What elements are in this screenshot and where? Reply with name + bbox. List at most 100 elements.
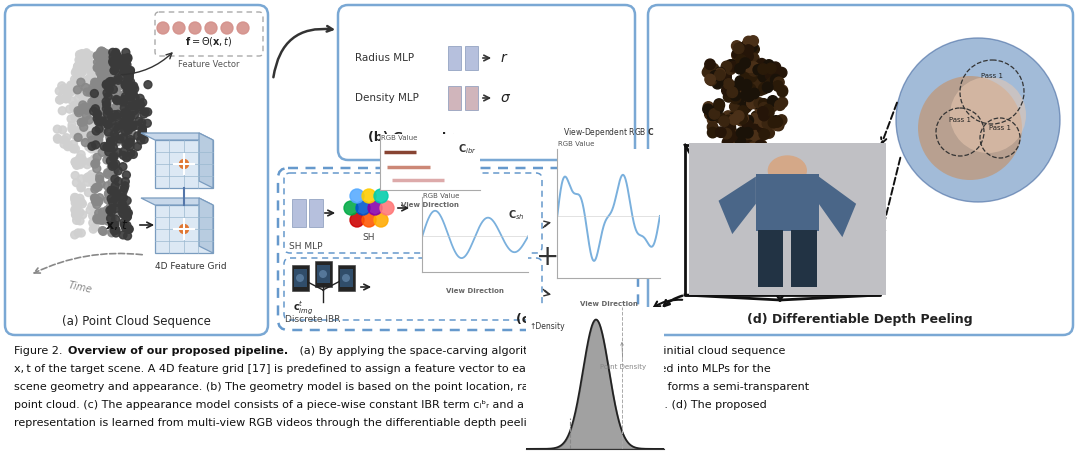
Circle shape: [96, 90, 104, 98]
Circle shape: [108, 146, 116, 154]
Circle shape: [752, 214, 762, 224]
Circle shape: [97, 123, 105, 131]
Circle shape: [727, 87, 738, 97]
Circle shape: [106, 101, 114, 109]
Circle shape: [125, 225, 133, 233]
Text: (d) Differentiable Depth Peeling: (d) Differentiable Depth Peeling: [747, 313, 973, 326]
Circle shape: [90, 145, 97, 153]
Circle shape: [771, 120, 782, 130]
Circle shape: [735, 224, 745, 235]
Circle shape: [78, 54, 85, 62]
Circle shape: [739, 43, 750, 53]
Circle shape: [98, 117, 106, 125]
Circle shape: [116, 135, 123, 143]
Circle shape: [732, 256, 743, 266]
Circle shape: [752, 203, 762, 213]
Circle shape: [731, 83, 742, 94]
Circle shape: [85, 143, 93, 151]
Circle shape: [89, 157, 97, 165]
Circle shape: [737, 272, 746, 282]
Circle shape: [79, 101, 86, 109]
Circle shape: [726, 125, 737, 136]
Circle shape: [755, 85, 766, 95]
Circle shape: [93, 153, 102, 161]
Circle shape: [731, 201, 742, 212]
Circle shape: [109, 53, 117, 61]
Circle shape: [114, 59, 122, 67]
Circle shape: [121, 110, 130, 118]
Circle shape: [744, 70, 754, 80]
Circle shape: [751, 163, 760, 174]
Circle shape: [726, 64, 735, 74]
Circle shape: [105, 143, 112, 151]
Circle shape: [71, 68, 79, 77]
Circle shape: [728, 86, 739, 97]
Circle shape: [342, 274, 350, 282]
Circle shape: [727, 60, 738, 70]
Circle shape: [109, 187, 118, 195]
Circle shape: [85, 89, 93, 97]
Circle shape: [729, 152, 740, 162]
Circle shape: [98, 208, 107, 216]
Circle shape: [109, 122, 118, 130]
Circle shape: [107, 144, 114, 151]
Circle shape: [85, 116, 93, 124]
Circle shape: [107, 195, 116, 203]
Circle shape: [724, 92, 733, 102]
Circle shape: [91, 160, 98, 168]
Circle shape: [125, 73, 133, 81]
Circle shape: [117, 110, 124, 118]
Circle shape: [76, 84, 84, 92]
Circle shape: [123, 197, 131, 205]
Circle shape: [93, 52, 102, 60]
Circle shape: [77, 102, 84, 110]
Circle shape: [124, 209, 132, 217]
Circle shape: [120, 206, 127, 213]
Circle shape: [139, 110, 148, 118]
Bar: [448, 46, 461, 70]
Circle shape: [136, 95, 144, 102]
Circle shape: [123, 232, 132, 240]
Circle shape: [73, 108, 81, 117]
Circle shape: [715, 67, 726, 78]
Circle shape: [106, 146, 113, 153]
Circle shape: [77, 106, 85, 114]
Circle shape: [125, 102, 133, 110]
Circle shape: [62, 84, 69, 92]
Circle shape: [105, 209, 112, 217]
Circle shape: [104, 120, 111, 129]
Circle shape: [108, 229, 116, 237]
Circle shape: [82, 112, 91, 119]
Circle shape: [99, 113, 107, 121]
Circle shape: [739, 90, 750, 100]
Circle shape: [748, 157, 759, 168]
Circle shape: [90, 107, 97, 115]
Circle shape: [120, 205, 127, 213]
Circle shape: [86, 67, 95, 75]
Circle shape: [123, 85, 131, 93]
Circle shape: [129, 87, 137, 95]
Circle shape: [734, 63, 745, 74]
Circle shape: [746, 209, 757, 220]
Circle shape: [104, 182, 111, 190]
Circle shape: [129, 122, 137, 130]
Circle shape: [753, 157, 762, 168]
Circle shape: [97, 180, 105, 188]
Circle shape: [124, 54, 132, 62]
Circle shape: [83, 88, 91, 96]
Circle shape: [727, 254, 737, 264]
Text: $\mathbf{c}^t_{img}$: $\mathbf{c}^t_{img}$: [293, 299, 313, 317]
Circle shape: [733, 183, 744, 194]
Circle shape: [729, 176, 739, 186]
Circle shape: [728, 211, 738, 221]
Circle shape: [96, 84, 105, 92]
Circle shape: [84, 114, 92, 122]
Circle shape: [55, 96, 64, 104]
Circle shape: [92, 99, 100, 106]
Circle shape: [120, 78, 127, 86]
Circle shape: [751, 183, 761, 193]
Circle shape: [757, 123, 768, 134]
Circle shape: [107, 139, 114, 147]
Circle shape: [93, 115, 102, 123]
Circle shape: [83, 113, 91, 122]
